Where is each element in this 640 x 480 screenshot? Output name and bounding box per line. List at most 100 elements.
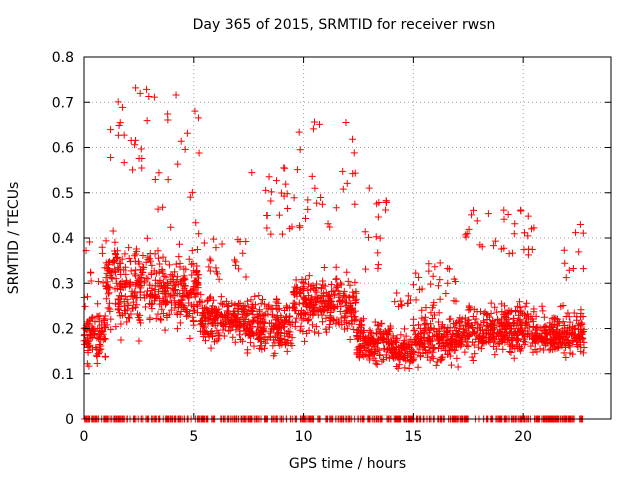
data-point bbox=[414, 363, 422, 371]
data-point bbox=[171, 301, 179, 309]
data-point bbox=[310, 306, 318, 314]
data-point bbox=[346, 281, 354, 289]
data-point bbox=[332, 204, 340, 212]
data-point bbox=[348, 304, 356, 312]
data-point bbox=[576, 220, 584, 228]
data-point bbox=[352, 299, 360, 307]
data-point bbox=[418, 306, 426, 314]
data-point bbox=[433, 328, 441, 336]
data-point bbox=[420, 316, 428, 324]
x-tick-label: 10 bbox=[295, 429, 313, 445]
chart-title: Day 365 of 2015, SRMTID for receiver rws… bbox=[192, 17, 496, 33]
data-point bbox=[332, 263, 340, 271]
data-point bbox=[127, 310, 135, 318]
data-point bbox=[198, 304, 206, 312]
data-point bbox=[447, 361, 455, 369]
data-point bbox=[245, 318, 253, 326]
data-point bbox=[360, 336, 368, 344]
data-point bbox=[191, 107, 199, 115]
data-point bbox=[305, 315, 313, 323]
data-point bbox=[299, 293, 307, 301]
data-point bbox=[465, 323, 473, 331]
data-point bbox=[400, 339, 408, 347]
data-point bbox=[418, 285, 426, 293]
data-point bbox=[195, 149, 203, 157]
data-point bbox=[83, 336, 91, 344]
data-point bbox=[255, 334, 263, 342]
data-point bbox=[477, 308, 485, 316]
data-point bbox=[89, 313, 97, 321]
data-point bbox=[260, 323, 268, 331]
data-point bbox=[150, 93, 158, 101]
data-point bbox=[422, 348, 430, 356]
data-point bbox=[524, 232, 532, 240]
data-point bbox=[104, 290, 112, 298]
data-point bbox=[184, 293, 192, 301]
data-point bbox=[87, 277, 95, 285]
data-point bbox=[365, 351, 373, 359]
data-point bbox=[236, 238, 244, 246]
data-point bbox=[100, 315, 108, 323]
data-point bbox=[520, 229, 528, 237]
data-point bbox=[457, 337, 465, 345]
data-point bbox=[540, 346, 548, 354]
data-point bbox=[206, 293, 214, 301]
data-point bbox=[210, 235, 218, 243]
data-point bbox=[466, 305, 474, 313]
data-point bbox=[125, 244, 133, 252]
data-point bbox=[300, 279, 308, 287]
data-point bbox=[410, 327, 418, 335]
data-point bbox=[167, 306, 175, 314]
data-point bbox=[344, 277, 352, 285]
data-point bbox=[322, 314, 330, 322]
data-point bbox=[112, 275, 120, 283]
data-point bbox=[172, 91, 180, 99]
data-point bbox=[404, 292, 412, 300]
data-point bbox=[125, 254, 133, 262]
data-point bbox=[565, 313, 573, 321]
data-point bbox=[103, 321, 111, 329]
data-point bbox=[199, 333, 207, 341]
data-point bbox=[539, 307, 547, 315]
data-point bbox=[541, 322, 549, 330]
data-point bbox=[81, 302, 89, 310]
data-point bbox=[169, 272, 177, 280]
data-point bbox=[121, 250, 129, 258]
data-point bbox=[450, 275, 458, 283]
data-point bbox=[185, 255, 193, 263]
data-point bbox=[173, 309, 181, 317]
data-point bbox=[144, 275, 152, 283]
data-point bbox=[93, 334, 101, 342]
data-point bbox=[121, 280, 129, 288]
data-point bbox=[328, 305, 336, 313]
data-point bbox=[442, 290, 450, 298]
data-point bbox=[201, 337, 209, 345]
data-point bbox=[193, 309, 201, 317]
data-point bbox=[175, 300, 183, 308]
data-point bbox=[208, 330, 216, 338]
data-point bbox=[305, 300, 313, 308]
data-point bbox=[142, 303, 150, 311]
data-point bbox=[364, 335, 372, 343]
data-point bbox=[372, 329, 380, 337]
data-point bbox=[183, 308, 191, 316]
data-point bbox=[159, 310, 167, 318]
data-point bbox=[384, 339, 392, 347]
data-point bbox=[261, 344, 269, 352]
data-point bbox=[148, 305, 156, 313]
data-point bbox=[388, 349, 396, 357]
data-point bbox=[353, 346, 361, 354]
data-point bbox=[503, 308, 511, 316]
data-point bbox=[368, 330, 376, 338]
data-point bbox=[461, 348, 469, 356]
data-point bbox=[350, 316, 358, 324]
data-point bbox=[246, 307, 254, 315]
data-point bbox=[378, 357, 386, 365]
data-point bbox=[504, 211, 512, 219]
data-point bbox=[372, 359, 380, 367]
data-point bbox=[361, 228, 369, 236]
data-point bbox=[179, 286, 187, 294]
data-point bbox=[131, 270, 139, 278]
data-point bbox=[114, 296, 122, 304]
data-point bbox=[506, 329, 514, 337]
